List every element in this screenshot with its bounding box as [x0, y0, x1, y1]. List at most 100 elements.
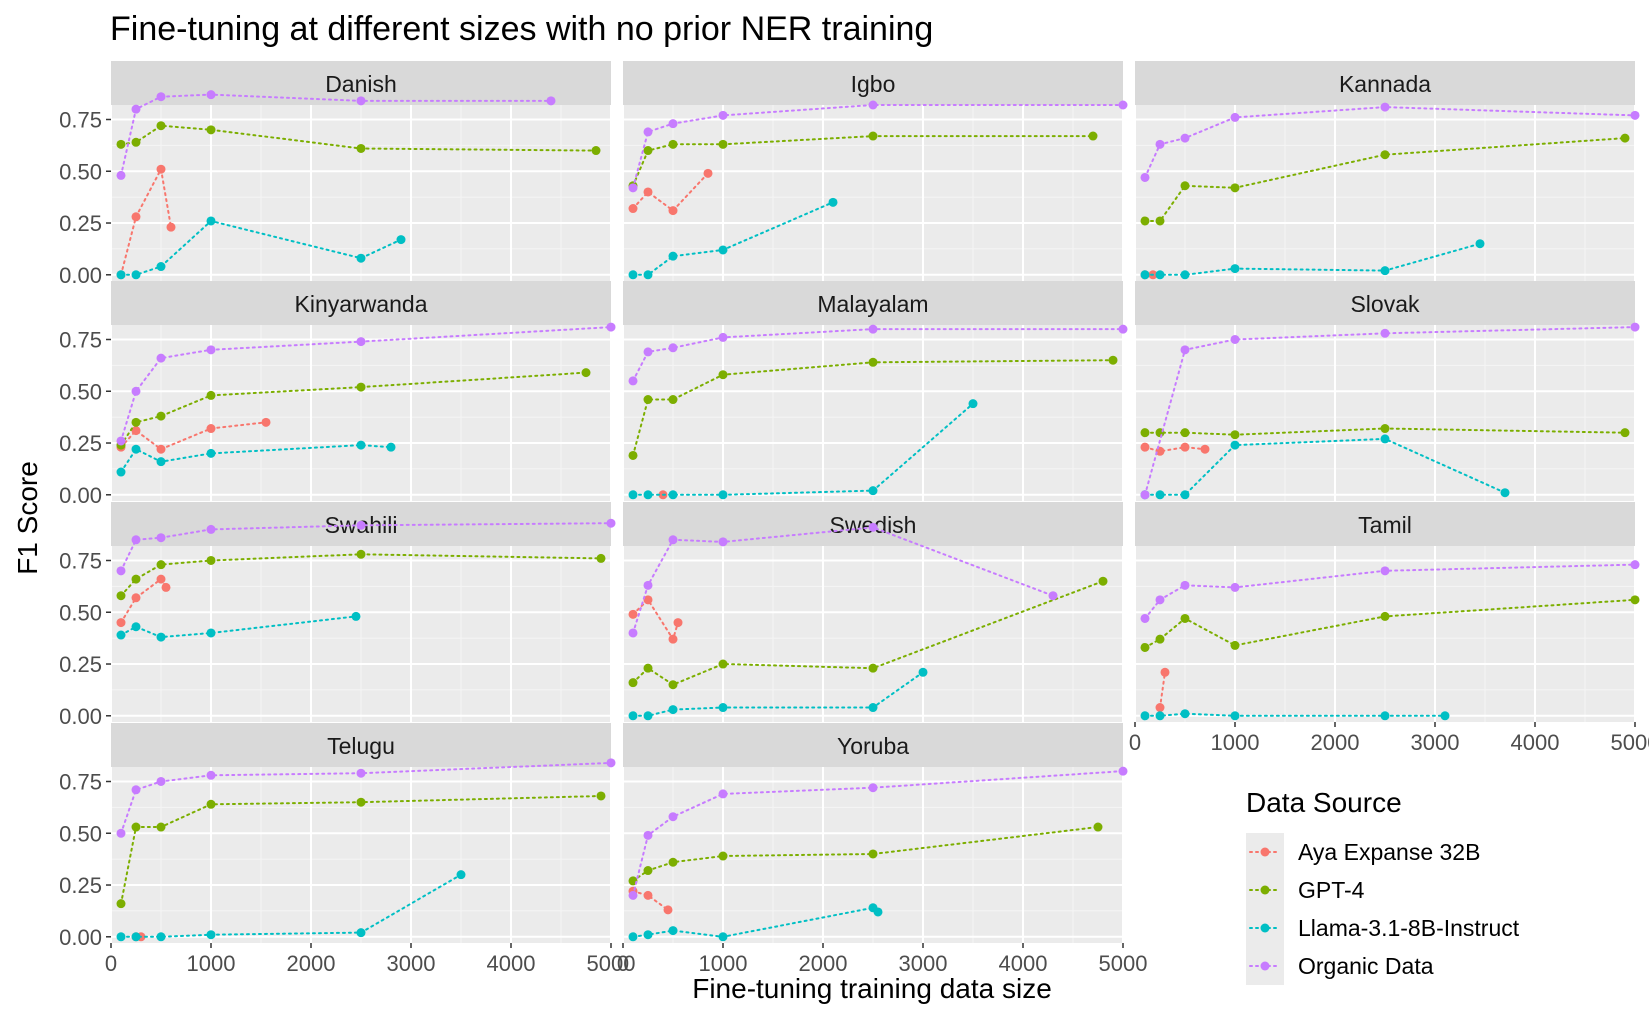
- point-gpt-4: [1230, 183, 1240, 193]
- point-gpt-4: [1155, 216, 1165, 226]
- series-line-aya-expanse-32b: [1159, 671, 1166, 709]
- point-organic-data: [131, 785, 141, 795]
- chart-title: Fine-tuning at different sizes with no p…: [110, 10, 933, 48]
- point-llama-3-1-8b-instruct: [868, 486, 878, 496]
- point-gpt-4: [206, 799, 216, 809]
- point-gpt-4: [156, 121, 166, 131]
- point-llama-3-1-8b-instruct: [156, 457, 166, 467]
- legend-key-point: [1260, 885, 1270, 895]
- point-aya-expanse-32b: [1155, 703, 1165, 713]
- x-tick-label: 1000: [187, 951, 236, 976]
- point-organic-data: [643, 580, 653, 590]
- point-gpt-4: [1230, 640, 1240, 650]
- point-gpt-4: [868, 849, 878, 859]
- series-line-llama-3-1-8b-instruct: [120, 444, 392, 473]
- point-llama-3-1-8b-instruct: [116, 932, 126, 942]
- x-tick-label: 2000: [1311, 730, 1360, 755]
- point-organic-data: [206, 90, 216, 100]
- point-llama-3-1-8b-instruct: [1440, 711, 1450, 721]
- point-organic-data: [1230, 582, 1240, 592]
- point-llama-3-1-8b-instruct: [356, 253, 366, 263]
- series-line-organic-data: [632, 104, 1124, 189]
- strip-label-slovak: Slovak: [1350, 291, 1420, 317]
- point-gpt-4: [668, 857, 678, 867]
- point-organic-data: [606, 518, 616, 528]
- strip-telugu: [111, 723, 611, 767]
- point-llama-3-1-8b-instruct: [1230, 711, 1240, 721]
- point-organic-data: [868, 783, 878, 793]
- point-organic-data: [1230, 112, 1240, 122]
- point-gpt-4: [868, 663, 878, 673]
- point-organic-data: [643, 347, 653, 357]
- point-gpt-4: [206, 390, 216, 400]
- point-gpt-4: [356, 143, 366, 153]
- point-llama-3-1-8b-instruct: [1155, 270, 1165, 280]
- point-gpt-4: [668, 680, 678, 690]
- point-aya-expanse-32b: [643, 595, 653, 605]
- point-llama-3-1-8b-instruct: [1180, 709, 1190, 719]
- series-line-aya-expanse-32b: [120, 166, 172, 276]
- point-organic-data: [156, 353, 166, 363]
- point-organic-data: [356, 96, 366, 106]
- point-organic-data: [1118, 100, 1128, 110]
- point-llama-3-1-8b-instruct: [643, 930, 653, 940]
- point-aya-expanse-32b: [1140, 442, 1150, 452]
- point-organic-data: [606, 322, 616, 332]
- strip-yoruba: [623, 723, 1123, 767]
- strip-slovak: [1135, 281, 1635, 325]
- point-llama-3-1-8b-instruct: [1475, 239, 1485, 249]
- point-aya-expanse-32b: [663, 905, 673, 915]
- point-llama-3-1-8b-instruct: [131, 932, 141, 942]
- point-llama-3-1-8b-instruct: [628, 490, 638, 500]
- point-llama-3-1-8b-instruct: [206, 216, 216, 226]
- point-gpt-4: [131, 574, 141, 584]
- point-llama-3-1-8b-instruct: [1155, 490, 1165, 500]
- point-gpt-4: [1180, 181, 1190, 191]
- point-llama-3-1-8b-instruct: [643, 490, 653, 500]
- y-tick-label: 0.75: [59, 769, 102, 794]
- point-aya-expanse-32b: [643, 187, 653, 197]
- y-tick-label: 0.00: [59, 263, 102, 288]
- point-llama-3-1-8b-instruct: [628, 270, 638, 280]
- y-tick-label: 0.25: [59, 431, 102, 456]
- legend-key-point: [1260, 923, 1270, 933]
- panel-swahili: Swahili0.000.250.500.75: [59, 502, 616, 729]
- point-llama-3-1-8b-instruct: [131, 622, 141, 632]
- point-gpt-4: [116, 899, 126, 909]
- point-organic-data: [1140, 172, 1150, 182]
- series-line-organic-data: [1144, 326, 1636, 496]
- point-llama-3-1-8b-instruct: [668, 705, 678, 715]
- legend-entry-llama-3-1-8b-instruct: Llama-3.1-8B-Instruct: [1246, 909, 1520, 947]
- point-llama-3-1-8b-instruct: [356, 928, 366, 938]
- point-organic-data: [156, 776, 166, 786]
- point-gpt-4: [718, 659, 728, 669]
- point-organic-data: [628, 890, 638, 900]
- strip-malayalam: [623, 281, 1123, 325]
- point-llama-3-1-8b-instruct: [396, 235, 406, 245]
- legend-label: Aya Expanse 32B: [1298, 839, 1480, 865]
- point-gpt-4: [718, 851, 728, 861]
- point-organic-data: [718, 789, 728, 799]
- strip-label-yoruba: Yoruba: [837, 733, 909, 759]
- point-organic-data: [356, 768, 366, 778]
- x-tick-label: 4000: [487, 951, 536, 976]
- point-organic-data: [868, 522, 878, 532]
- x-tick-label: 1000: [699, 951, 748, 976]
- series-line-aya-expanse-32b: [1144, 446, 1206, 453]
- point-organic-data: [1155, 595, 1165, 605]
- point-organic-data: [668, 119, 678, 129]
- point-llama-3-1-8b-instruct: [668, 251, 678, 261]
- point-gpt-4: [596, 553, 606, 563]
- panel-tamil: Tamil 0 1000 2000 3000 4000 5000: [1129, 502, 1649, 755]
- point-gpt-4: [643, 866, 653, 876]
- legend-key-point: [1260, 961, 1270, 971]
- series-line-gpt-4: [120, 371, 587, 447]
- point-aya-expanse-32b: [131, 212, 141, 222]
- point-llama-3-1-8b-instruct: [156, 262, 166, 272]
- point-llama-3-1-8b-instruct: [206, 628, 216, 638]
- series-line-gpt-4: [120, 795, 602, 905]
- point-organic-data: [131, 535, 141, 545]
- point-organic-data: [206, 345, 216, 355]
- point-llama-3-1-8b-instruct: [1180, 270, 1190, 280]
- x-tick-label: 4000: [999, 951, 1048, 976]
